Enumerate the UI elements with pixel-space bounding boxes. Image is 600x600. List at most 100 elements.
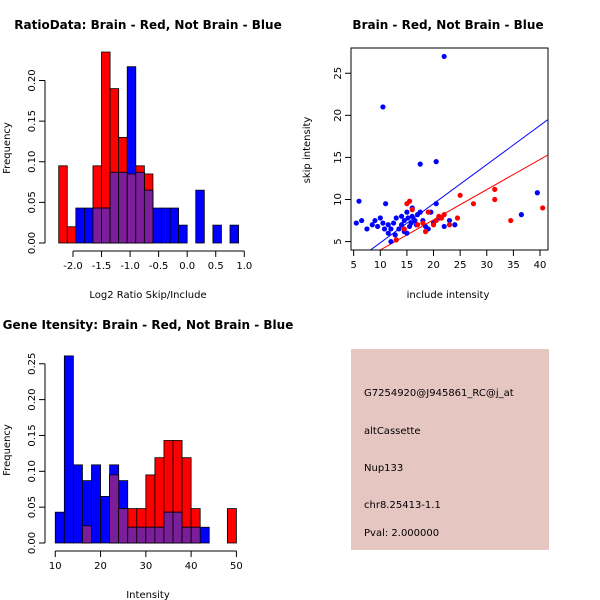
not-brain-point-17 <box>393 215 399 221</box>
overlap-bar-0 <box>82 525 92 544</box>
not-brain-point-45 <box>534 190 540 196</box>
intensity-histogram-title: Gene Itensity: Brain - Red, Not Brain - … <box>3 318 294 332</box>
not-brain-bar-1 <box>63 355 74 544</box>
x-tick-label-2: 30 <box>139 561 152 572</box>
not-brain-point-24 <box>404 230 410 236</box>
brain-point-16 <box>492 186 498 192</box>
not-brain-bar-10 <box>161 207 171 244</box>
x-tick-label-4: 25 <box>454 260 467 271</box>
y-tick-label-3: 0.15 <box>27 110 38 132</box>
brain-point-13 <box>454 215 461 221</box>
y-tick-label-4: 25 <box>333 67 344 80</box>
not-brain-bar-4 <box>91 464 101 544</box>
not-brain-point-7 <box>377 215 383 221</box>
not-brain-point-23 <box>404 209 410 215</box>
not-brain-point-43 <box>452 222 458 228</box>
brain-point-14 <box>457 192 463 198</box>
not-brain-point-42 <box>446 217 453 224</box>
overlap-bar-5 <box>145 526 156 544</box>
not-brain-bar-0 <box>75 207 85 244</box>
not-brain-bar-0 <box>54 511 65 544</box>
not-brain-point-11 <box>385 222 391 228</box>
x-tick-label-0: 5 <box>350 260 356 271</box>
not-brain-point-49 <box>441 53 447 60</box>
intensity-histogram: Gene Itensity: Brain - Red, Not Brain - … <box>2 318 293 600</box>
ratio-histogram-ylabel: Frequency <box>2 122 13 174</box>
brain-point-8 <box>433 217 439 224</box>
not-brain-point-27 <box>408 220 414 226</box>
not-brain-point-41 <box>441 223 447 230</box>
x-tick-label-0: -2.0 <box>63 261 83 272</box>
brain-point-19 <box>540 205 546 211</box>
not-brain-point-0 <box>353 220 359 226</box>
brain-point-18 <box>508 217 514 224</box>
scatter-title: Brain - Red, Not Brain - Blue <box>352 18 543 32</box>
x-tick-label-1: -1.5 <box>92 261 112 272</box>
info-panel-background <box>351 349 549 550</box>
brain-point-2 <box>406 198 413 204</box>
probe-id: G7254920@J945861_RC@j_at <box>364 388 514 399</box>
overlap-bar-7 <box>163 511 174 544</box>
brain-point-12 <box>446 222 453 228</box>
overlap-bar-4 <box>136 526 147 544</box>
brain-point-17 <box>492 196 498 203</box>
not-brain-bar-12 <box>178 224 188 244</box>
not-brain-point-19 <box>398 213 405 219</box>
ratio-histogram: RatioData: Brain - Red, Not Brain - Blue… <box>2 18 282 301</box>
info-panel: G7254920@J945861_RC@j_at altCassette Nup… <box>351 349 549 550</box>
not-brain-point-3 <box>364 226 370 232</box>
y-tick-label-4: 0.20 <box>27 69 38 91</box>
x-tick-label-3: 40 <box>185 561 198 572</box>
not-brain-point-33 <box>417 209 423 215</box>
not-brain-point-6 <box>375 223 381 230</box>
brain-point-21 <box>422 228 429 235</box>
x-tick-label-3: -0.5 <box>149 261 169 272</box>
not-brain-point-8 <box>380 220 386 226</box>
scatter-xlabel: include intensity <box>407 290 490 301</box>
y-tick-label-4: 0.20 <box>27 388 38 410</box>
brain-point-0 <box>393 237 399 243</box>
overlap-bar-10 <box>190 526 201 544</box>
x-tick-label-4: 50 <box>230 561 243 572</box>
overlap-bar-4 <box>109 171 120 244</box>
not-brain-bar-14 <box>212 224 222 244</box>
ratio-histogram-xlabel: Log2 Ratio Skip/Include <box>89 290 206 301</box>
brain-point-6 <box>425 209 431 215</box>
x-tick-label-5: 30 <box>480 260 493 271</box>
overlap-bar-3 <box>127 526 138 544</box>
not-brain-point-39 <box>433 201 439 207</box>
genomic-location: chr8.25413-1.1 <box>364 500 441 511</box>
brain-point-20 <box>401 226 407 232</box>
not-brain-point-2 <box>359 217 365 224</box>
not-brain-point-30 <box>412 217 418 224</box>
not-brain-point-20 <box>398 222 405 228</box>
not-brain-point-9 <box>381 226 388 232</box>
y-tick-label-3: 0.15 <box>27 424 38 446</box>
overlap-bar-3 <box>101 207 111 244</box>
not-brain-point-44 <box>518 212 524 218</box>
brain-bar-0 <box>58 165 68 244</box>
not-brain-point-14 <box>388 238 394 245</box>
x-tick-label-6: 1.0 <box>236 261 252 272</box>
not-brain-point-4 <box>369 222 375 228</box>
y-tick-label-2: 15 <box>333 151 344 164</box>
y-tick-label-5: 0.25 <box>27 353 38 375</box>
not-brain-bar-9 <box>152 207 162 244</box>
not-brain-point-12 <box>385 230 391 236</box>
not-brain-point-22 <box>401 217 407 224</box>
x-tick-label-2: 15 <box>401 260 414 271</box>
x-tick-label-1: 20 <box>94 561 107 572</box>
not-brain-point-16 <box>392 232 398 238</box>
not-brain-point-28 <box>409 213 415 219</box>
y-tick-label-2: 0.10 <box>27 151 38 173</box>
overlap-bar-8 <box>143 189 154 244</box>
not-brain-point-5 <box>372 217 378 224</box>
brain-point-3 <box>409 207 415 213</box>
not-brain-point-10 <box>383 201 389 207</box>
not-brain-bar-15 <box>229 224 239 244</box>
overlap-bar-2 <box>92 207 102 244</box>
overlap-bar-6 <box>126 173 137 244</box>
x-tick-label-1: 10 <box>374 260 387 271</box>
pval: Pval: 2.000000 <box>364 528 439 539</box>
